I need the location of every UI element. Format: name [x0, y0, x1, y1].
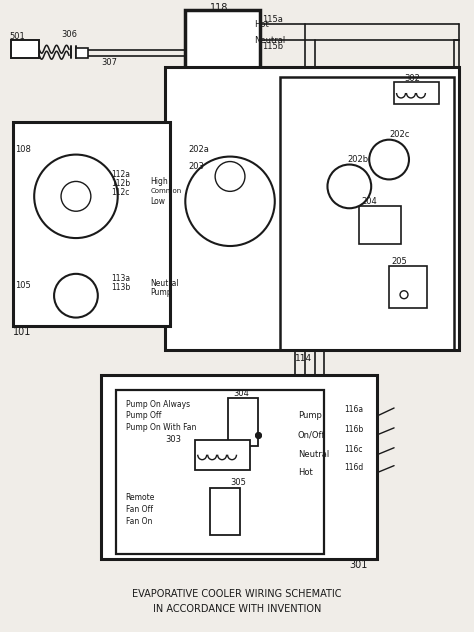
Text: IN ACCORDANCE WITH INVENTION: IN ACCORDANCE WITH INVENTION [153, 604, 321, 614]
Bar [76, 48, 88, 58]
Text: High: High [151, 177, 168, 186]
Text: 501: 501 [9, 32, 25, 41]
Text: 304: 304 [233, 389, 249, 398]
Text: 116b: 116b [345, 425, 364, 434]
Text: Pump On With Fan: Pump On With Fan [126, 423, 196, 432]
Text: 118: 118 [210, 3, 228, 13]
Bar [210, 487, 240, 535]
Text: Fan Off: Fan Off [126, 505, 153, 514]
Text: On/Off: On/Off [298, 430, 325, 439]
Text: Pump On Always: Pump On Always [126, 399, 190, 408]
Circle shape [34, 155, 118, 238]
Bar [116, 390, 325, 554]
Text: 116d: 116d [345, 463, 364, 472]
Text: 203: 203 [188, 162, 204, 171]
Circle shape [400, 291, 408, 299]
Circle shape [185, 157, 275, 246]
Text: 204: 204 [361, 197, 377, 206]
Bar [228, 398, 258, 446]
Text: 302: 302 [404, 73, 420, 83]
Text: 202b: 202b [347, 155, 368, 164]
Circle shape [369, 140, 409, 179]
Circle shape [61, 181, 91, 211]
Text: Hot: Hot [298, 468, 312, 477]
Text: 305: 305 [230, 478, 246, 487]
Text: Fan On: Fan On [126, 517, 152, 526]
Text: 115b: 115b [262, 42, 283, 51]
Text: 202c: 202c [389, 130, 410, 139]
Bar [13, 122, 170, 325]
Text: Common: Common [151, 188, 182, 195]
Text: Remote: Remote [126, 493, 155, 502]
Text: EVAPORATIVE COOLER WIRING SCHEMATIC: EVAPORATIVE COOLER WIRING SCHEMATIC [132, 589, 342, 599]
Text: 306: 306 [61, 30, 77, 39]
Text: 115a: 115a [262, 15, 283, 24]
Text: 301: 301 [349, 560, 368, 570]
Text: 112b: 112b [111, 179, 130, 188]
Bar [165, 67, 459, 350]
Text: 112a: 112a [111, 170, 130, 179]
Bar [394, 82, 439, 104]
Circle shape [328, 164, 371, 209]
Text: 113a: 113a [111, 274, 130, 283]
Text: 116c: 116c [345, 445, 363, 454]
Text: 108: 108 [15, 145, 31, 154]
Bar [185, 11, 260, 70]
Text: Low: Low [151, 197, 165, 206]
Circle shape [215, 162, 245, 191]
Text: 101: 101 [13, 327, 32, 337]
Text: Hot: Hot [254, 20, 269, 29]
Bar [280, 77, 454, 350]
Circle shape [54, 274, 98, 317]
Text: 205: 205 [391, 257, 407, 267]
Bar [101, 375, 377, 559]
Text: 116a: 116a [345, 406, 364, 415]
Text: Pump: Pump [298, 411, 321, 420]
Bar [195, 440, 250, 470]
Bar [389, 266, 427, 308]
Text: 303: 303 [165, 435, 182, 444]
Text: 114: 114 [295, 354, 312, 363]
Text: 202a: 202a [188, 145, 209, 154]
Text: 307: 307 [101, 58, 117, 66]
Text: Pump Off: Pump Off [126, 411, 161, 420]
Text: Neutral: Neutral [151, 279, 179, 288]
Text: 113b: 113b [111, 283, 130, 292]
Text: 105: 105 [15, 281, 31, 290]
Text: Neutral: Neutral [254, 36, 285, 45]
Text: Pump: Pump [151, 288, 172, 297]
Text: 112c: 112c [111, 188, 129, 197]
Bar [359, 206, 401, 244]
Bar [11, 40, 39, 58]
Text: Neutral: Neutral [298, 450, 329, 459]
